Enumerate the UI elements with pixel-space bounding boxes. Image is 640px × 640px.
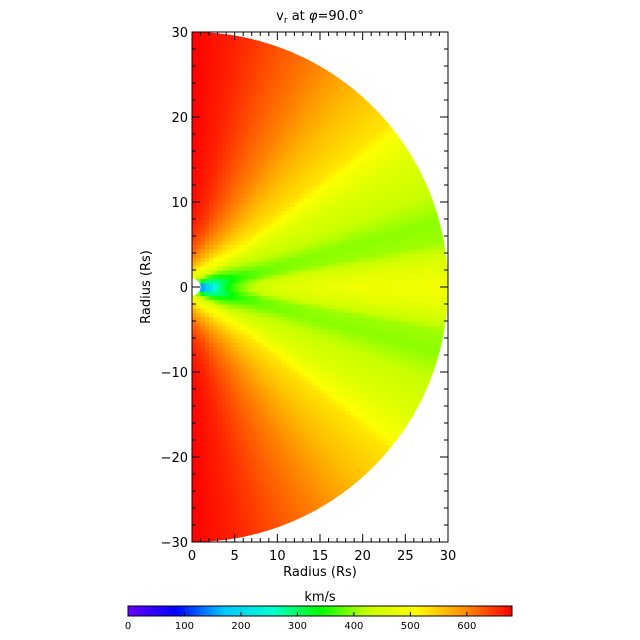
x-tick-label: 0	[188, 549, 196, 564]
colorbar-tick-label: 0	[125, 621, 131, 632]
colorbar-tick-label: 500	[401, 621, 420, 632]
x-axis-label: Radius (Rs)	[283, 565, 357, 580]
x-axis-ticks: 0 5 10 15 20 25 30	[188, 32, 456, 564]
colorbar-tick-label: 200	[231, 621, 250, 632]
colorbar-tick-label: 400	[344, 621, 363, 632]
x-tick-label: 10	[269, 549, 286, 564]
y-tick-label: 30	[171, 26, 188, 41]
colorbar-label: km/s	[304, 590, 336, 605]
heatmap-plot	[192, 32, 448, 542]
y-axis-ticks: 30 20 10 0 −10 −20 −30	[161, 26, 448, 551]
x-tick-label: 30	[440, 549, 457, 564]
colorbar	[127, 605, 513, 617]
y-axis-label: Radius (Rs)	[139, 250, 154, 324]
x-tick-label: 15	[312, 549, 329, 564]
x-tick-label: 25	[397, 549, 414, 564]
colorbar-tick-label: 100	[175, 621, 194, 632]
x-tick-label: 20	[354, 549, 371, 564]
y-tick-label: −20	[161, 451, 188, 466]
chart-title: vr at φ=90.0°	[276, 9, 364, 26]
x-tick-label: 5	[231, 549, 239, 564]
colorbar-tick-label: 600	[457, 621, 476, 632]
y-tick-label: 0	[180, 281, 188, 296]
colorbar-tick-label: 300	[288, 621, 307, 632]
y-tick-label: −30	[161, 536, 188, 551]
y-tick-label: 10	[171, 196, 188, 211]
y-tick-label: −10	[161, 366, 188, 381]
colorbar-ticks: 0 100 200 300 400 500 600	[125, 612, 476, 632]
y-tick-label: 20	[171, 111, 188, 126]
